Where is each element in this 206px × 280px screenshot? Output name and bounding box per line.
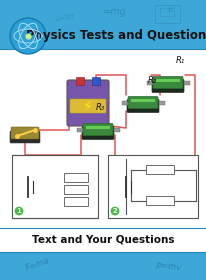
Text: R₁: R₁	[175, 56, 184, 65]
Bar	[108, 155, 197, 218]
FancyBboxPatch shape	[11, 127, 39, 139]
FancyBboxPatch shape	[152, 76, 182, 88]
Bar	[64, 172, 88, 181]
FancyBboxPatch shape	[83, 123, 112, 136]
FancyBboxPatch shape	[126, 99, 158, 113]
Bar	[155, 78, 179, 81]
Bar	[183, 81, 189, 85]
FancyBboxPatch shape	[70, 99, 105, 113]
Bar	[159, 8, 173, 16]
Text: R₂: R₂	[147, 76, 157, 85]
FancyBboxPatch shape	[10, 131, 40, 143]
Bar	[76, 77, 84, 85]
Bar	[12, 155, 97, 218]
Bar	[85, 125, 109, 129]
Bar	[145, 165, 173, 174]
Bar	[64, 197, 88, 206]
Bar	[64, 185, 88, 193]
Bar	[0, 228, 206, 252]
Text: =mg: =mg	[103, 7, 126, 17]
Bar	[130, 99, 154, 102]
Text: Text and Your Questions: Text and Your Questions	[32, 235, 174, 245]
Text: Physics Tests and Questions: Physics Tests and Questions	[26, 29, 206, 43]
Bar	[145, 196, 173, 205]
FancyBboxPatch shape	[82, 127, 114, 139]
Bar	[0, 252, 206, 280]
Bar	[77, 128, 83, 132]
Circle shape	[10, 18, 46, 54]
FancyBboxPatch shape	[67, 80, 109, 126]
Bar	[146, 81, 152, 85]
Text: V=Sit: V=Sit	[54, 13, 75, 23]
Text: R₃: R₃	[96, 103, 105, 112]
FancyBboxPatch shape	[127, 97, 157, 109]
Bar	[0, 0, 206, 49]
Bar	[0, 49, 206, 228]
Text: ⚡: ⚡	[83, 100, 92, 114]
Text: 1: 1	[16, 208, 21, 214]
Bar	[154, 5, 179, 23]
FancyBboxPatch shape	[151, 80, 183, 92]
Text: F=ma: F=ma	[25, 255, 51, 272]
Text: p=mv: p=mv	[154, 260, 180, 272]
Bar	[158, 101, 164, 105]
Text: 2: 2	[112, 208, 117, 214]
Bar	[114, 128, 119, 132]
Bar	[91, 77, 99, 85]
Bar	[121, 101, 127, 105]
Text: v: v	[167, 6, 172, 15]
